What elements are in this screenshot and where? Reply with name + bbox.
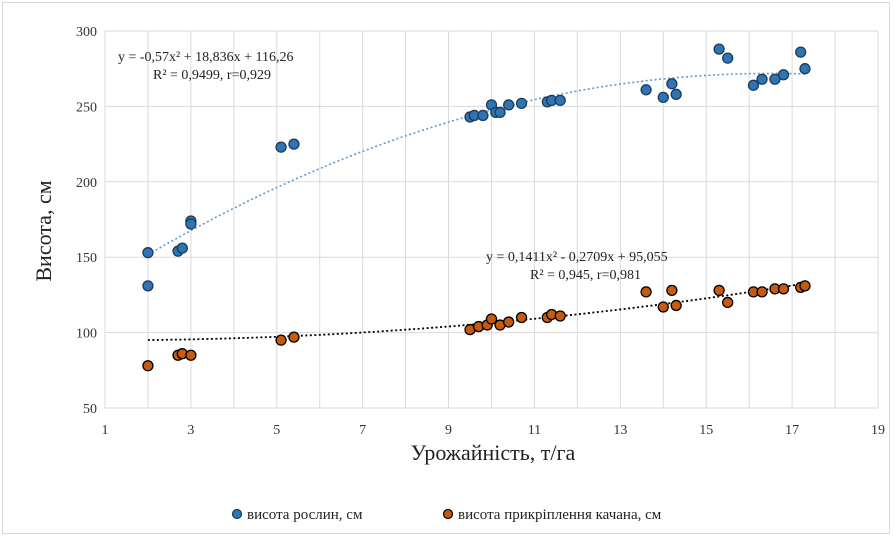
data-point-series-2 <box>487 314 497 324</box>
x-tick-label: 19 <box>871 423 885 438</box>
data-point-series-1 <box>186 219 196 229</box>
data-point-series-1 <box>748 80 758 90</box>
stats-series-2: R² = 0,945, r=0,981 <box>530 268 641 283</box>
data-point-series-2 <box>276 335 286 345</box>
data-point-series-1 <box>177 243 187 253</box>
data-point-series-1 <box>289 139 299 149</box>
stats-series-1: R² = 0,9499, r=0,929 <box>153 68 271 83</box>
data-point-series-1 <box>671 89 681 99</box>
data-point-series-2 <box>714 285 724 295</box>
legend-label-series-1: висота рослин, см <box>247 507 363 523</box>
data-point-series-2 <box>555 311 565 321</box>
y-tick-label: 50 <box>83 402 97 417</box>
data-point-series-1 <box>555 95 565 105</box>
equation-series-1: y = -0,57x² + 18,836x + 116,26 <box>118 50 294 65</box>
legend-marker-series-2 <box>444 510 453 519</box>
y-tick-label: 250 <box>76 100 97 115</box>
data-point-series-1 <box>143 281 153 291</box>
data-point-series-2 <box>779 284 789 294</box>
data-point-series-1 <box>667 79 677 89</box>
x-tick-label: 17 <box>785 423 799 438</box>
data-point-series-2 <box>504 317 514 327</box>
data-point-series-2 <box>757 287 767 297</box>
data-point-series-1 <box>779 70 789 80</box>
data-point-series-1 <box>517 98 527 108</box>
data-point-series-1 <box>478 110 488 120</box>
data-point-series-2 <box>186 350 196 360</box>
x-tick-label: 7 <box>359 423 366 438</box>
x-tick-label: 1 <box>102 423 109 438</box>
legend-label-series-2: висота прикріплення качана, см <box>458 507 662 523</box>
y-tick-label: 150 <box>76 251 97 266</box>
data-point-series-1 <box>276 142 286 152</box>
y-tick-label: 100 <box>76 327 97 342</box>
data-point-series-2 <box>723 297 733 307</box>
data-point-series-2 <box>658 302 668 312</box>
data-point-series-2 <box>289 332 299 342</box>
x-axis-title: Урожайність, т/га <box>411 440 576 465</box>
equation-series-2: y = 0,1411x² - 0,2709x + 95,055 <box>486 250 668 265</box>
data-point-series-2 <box>517 313 527 323</box>
data-point-series-1 <box>143 248 153 258</box>
data-point-series-1 <box>723 53 733 63</box>
data-point-series-2 <box>800 281 810 291</box>
legend-marker-series-1 <box>233 510 242 519</box>
x-tick-label: 15 <box>699 423 713 438</box>
data-point-series-2 <box>143 361 153 371</box>
y-tick-label: 200 <box>76 176 97 191</box>
data-point-series-1 <box>757 74 767 84</box>
y-tick-labels: 50 100 150 200 250 300 <box>76 25 97 417</box>
data-point-series-2 <box>641 287 651 297</box>
x-tick-labels: 1 3 5 7 9 11 13 15 17 19 <box>102 423 886 438</box>
x-tick-label: 5 <box>273 423 280 438</box>
data-point-series-1 <box>641 85 651 95</box>
data-point-series-1 <box>800 64 810 74</box>
data-point-series-1 <box>714 44 724 54</box>
data-point-series-1 <box>796 47 806 57</box>
x-tick-label: 9 <box>445 423 452 438</box>
data-point-series-1 <box>658 92 668 102</box>
x-tick-label: 13 <box>613 423 627 438</box>
data-point-series-1 <box>495 107 505 117</box>
data-point-series-2 <box>671 300 681 310</box>
data-point-series-1 <box>504 100 514 110</box>
x-tick-label: 3 <box>187 423 194 438</box>
data-points <box>143 44 810 371</box>
legend: висота рослин, см висота прикріплення ка… <box>233 507 662 523</box>
gridlines <box>105 31 878 408</box>
data-point-series-2 <box>667 285 677 295</box>
y-axis-title: Висота, см <box>31 180 56 281</box>
y-tick-label: 300 <box>76 25 97 40</box>
x-tick-label: 11 <box>528 423 541 438</box>
